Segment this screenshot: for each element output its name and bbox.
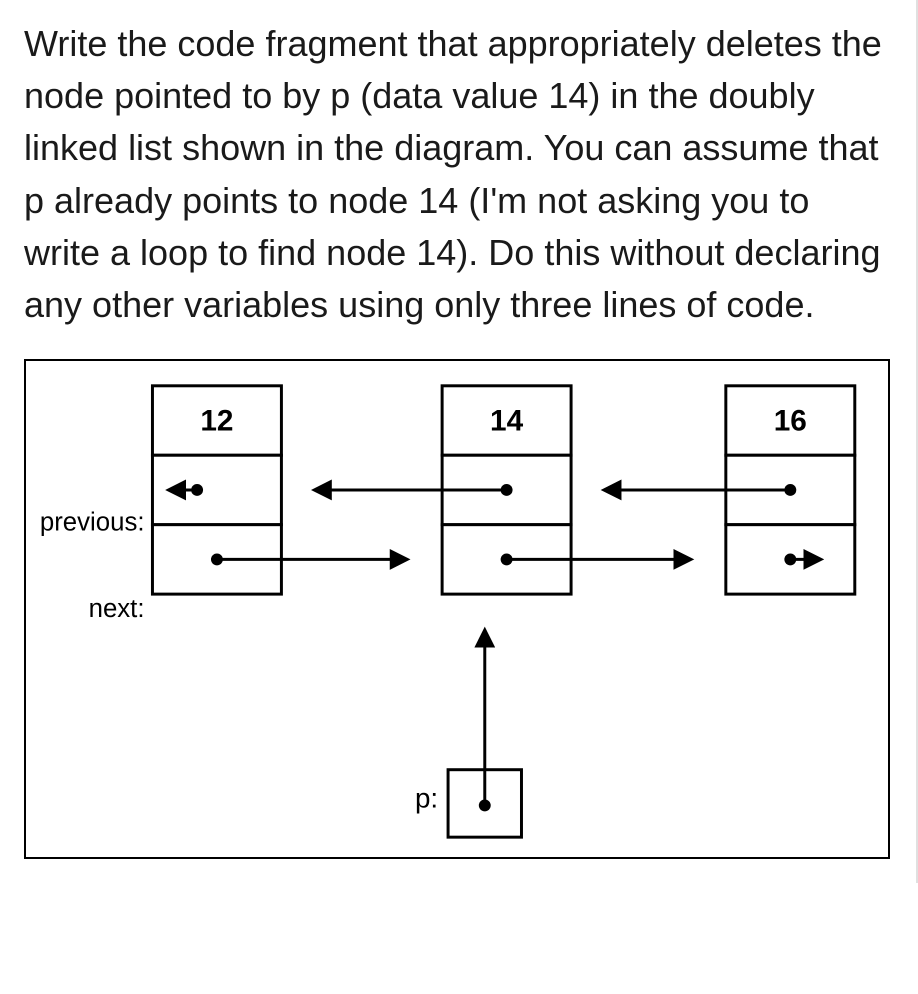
- diagram-svg: 12 14 16 previous: next: p:: [26, 361, 888, 857]
- node-value-16: 16: [774, 405, 807, 438]
- label-next: next:: [89, 595, 145, 623]
- question-text: Write the code fragment that appropriate…: [24, 18, 892, 331]
- page-container: Write the code fragment that appropriate…: [0, 0, 918, 883]
- diagram-container: 12 14 16 previous: next: p:: [24, 359, 890, 859]
- label-p: p:: [415, 783, 438, 814]
- node-value-14: 14: [490, 405, 524, 438]
- label-previous: previous:: [40, 509, 145, 537]
- node-value-12: 12: [200, 405, 233, 438]
